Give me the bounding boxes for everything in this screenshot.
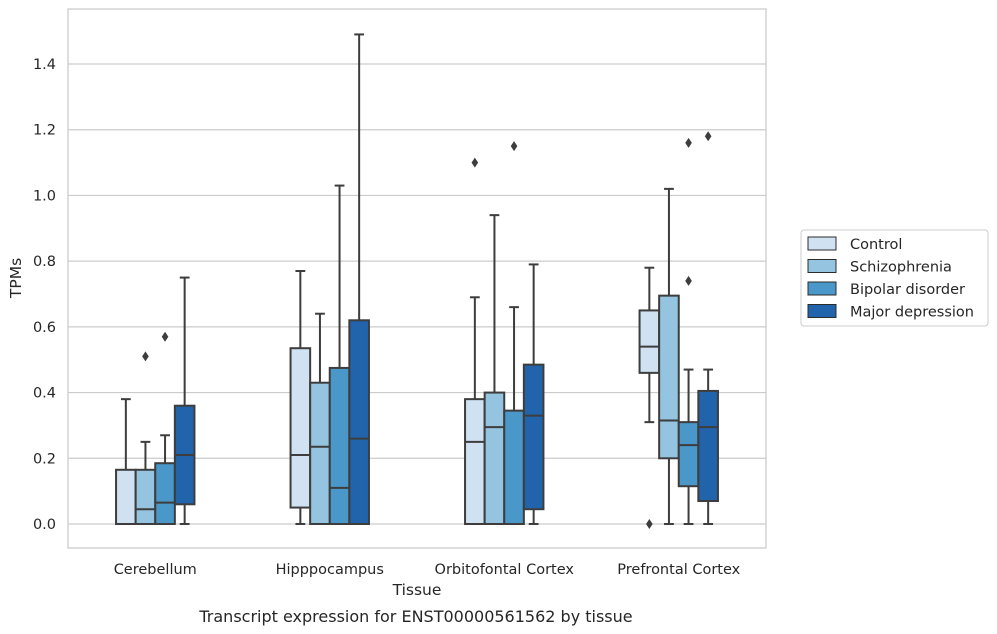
box-groups — [115, 33, 719, 529]
legend-label: Schizophrenia — [850, 260, 952, 276]
box-3-1 — [348, 33, 370, 525]
box-iqr — [697, 389, 719, 502]
box-0-3 — [638, 266, 661, 529]
box-1-0 — [134, 351, 157, 525]
box-0-0 — [115, 398, 137, 525]
box-iqr — [638, 309, 661, 374]
legend-label: Control — [850, 237, 902, 253]
x-tick-labels: Cerebellum Hipppocampus Orbitofontal Corte… — [114, 562, 741, 578]
box-iqr — [483, 391, 506, 526]
outlier-marker — [685, 137, 692, 148]
box-1-3 — [658, 187, 680, 525]
box-0-2 — [464, 157, 486, 525]
box-3-2 — [522, 263, 545, 525]
box-2-2 — [503, 141, 525, 525]
box-iqr — [328, 366, 351, 525]
box-2-0 — [154, 331, 176, 526]
y-tick-label: 1.0 — [33, 188, 56, 204]
legend-swatch — [807, 259, 837, 273]
y-tick-labels: 0.0 0.2 0.4 0.6 0.8 1.0 1.2 1.4 — [33, 57, 56, 533]
legend-label: Major depression — [850, 305, 974, 321]
box-1-2 — [483, 214, 506, 526]
outlier-marker — [510, 141, 518, 152]
box-3-3 — [697, 131, 719, 525]
outlier-marker — [471, 157, 479, 168]
y-tick-label: 0.6 — [33, 320, 56, 336]
y-tick-label: 1.2 — [33, 123, 56, 139]
box-2-1 — [328, 184, 351, 525]
box-iqr — [348, 319, 370, 525]
box-iqr — [115, 468, 137, 525]
x-tick-label: Cerebellum — [114, 562, 197, 578]
chart-caption: Transcript expression for ENST0000056156… — [198, 607, 632, 626]
box-iqr — [134, 468, 157, 525]
legend-label: Bipolar disorder — [850, 282, 965, 298]
outlier-marker — [646, 519, 653, 529]
outlier-marker — [685, 275, 692, 286]
y-tick-label: 0.4 — [33, 386, 56, 402]
y-tick-label: 0.0 — [33, 517, 56, 533]
legend-frame — [800, 229, 989, 327]
outlier-marker — [161, 331, 169, 342]
y-axis-title: TPMs — [7, 258, 25, 299]
x-tick-label: Prefrontal Cortex — [617, 562, 740, 578]
box-3-0 — [173, 276, 196, 525]
legend-swatch — [807, 236, 837, 251]
x-tick-label: Hipppocampus — [276, 562, 384, 578]
plot-area-frame — [67, 8, 767, 549]
x-tick-label: Orbitofontal Cortex — [435, 562, 575, 578]
y-tick-label: 0.8 — [33, 254, 56, 270]
box-iqr — [154, 462, 176, 526]
box-iqr — [677, 421, 700, 488]
box-iqr — [658, 294, 680, 460]
legend-swatch — [807, 304, 837, 318]
box-2-3 — [677, 137, 700, 525]
y-tick-label: 0.2 — [33, 451, 56, 467]
legend: Control Schizophrenia Bipolar disorder Majo… — [800, 229, 989, 327]
box-iqr — [289, 347, 312, 509]
box-iqr — [503, 409, 525, 525]
box-iqr — [522, 363, 545, 511]
box-1-1 — [309, 312, 331, 526]
box-0-1 — [289, 270, 312, 525]
box-iqr — [464, 398, 486, 525]
outlier-marker — [142, 351, 149, 362]
y-tick-label: 1.4 — [33, 57, 56, 73]
outlier-marker — [704, 131, 712, 142]
legend-swatch — [807, 281, 837, 296]
x-axis-title: Tissue — [392, 581, 442, 599]
box-iqr — [309, 381, 331, 526]
